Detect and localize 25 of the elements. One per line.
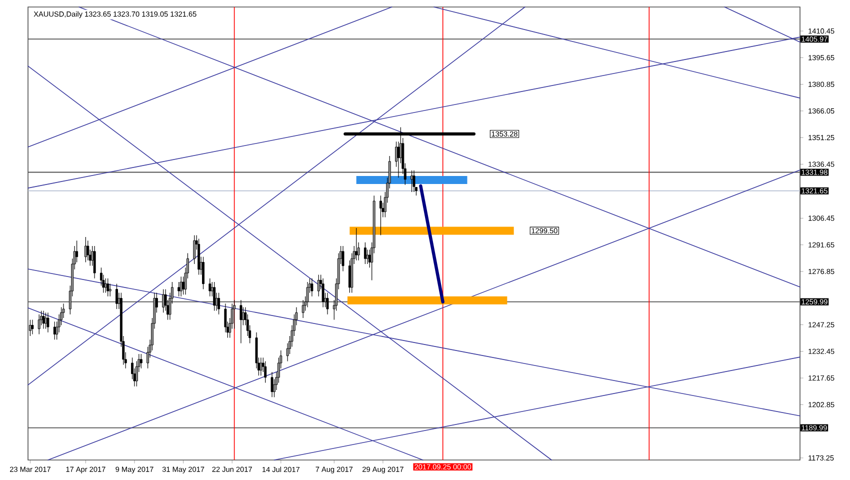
candlestick [202,256,204,290]
candlestick [42,310,45,330]
candlestick [140,354,142,369]
candlestick [379,195,382,236]
candlestick [240,300,242,344]
candlestick [208,278,212,297]
candlestick [355,228,358,261]
candlestick [326,292,329,315]
candlestick [31,320,34,334]
candlestick [233,300,236,330]
candlestick [28,320,32,336]
candlestick [364,242,366,264]
candlestick [46,312,50,333]
candlestick [180,276,182,297]
candlestick [193,234,196,264]
candlestick [260,357,262,376]
candlestick [116,284,118,310]
candlestick [302,300,304,318]
candlestick [412,170,416,192]
candlestick [93,246,96,279]
candlestick [108,284,112,297]
candlestick [213,282,216,312]
candlestick [106,278,110,297]
candlestick [322,278,324,308]
candlestick [218,292,220,315]
